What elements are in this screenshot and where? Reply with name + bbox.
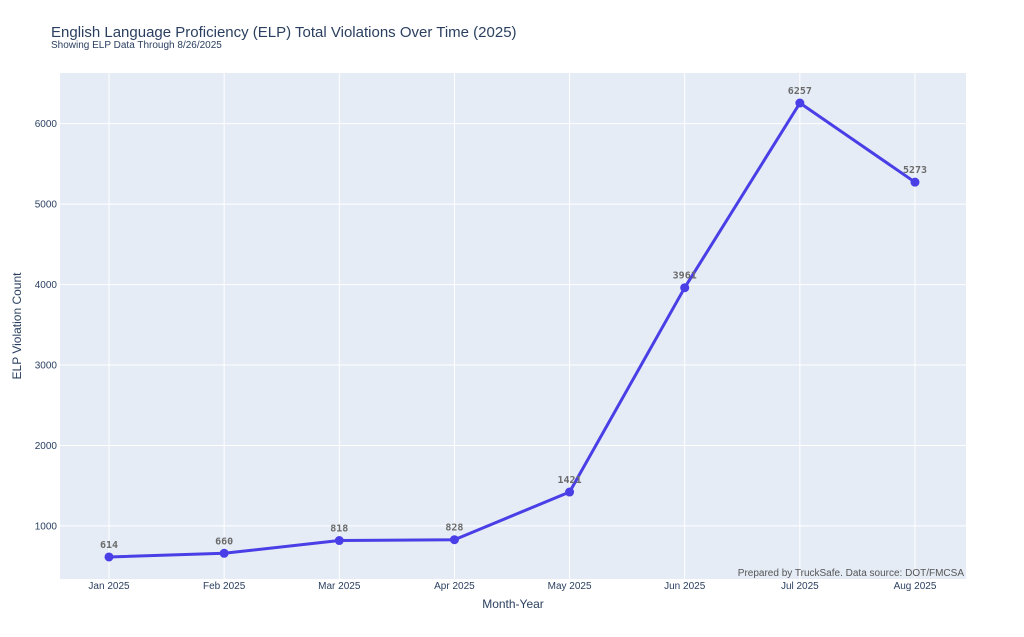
data-point	[910, 177, 920, 187]
chart-title: English Language Proficiency (ELP) Total…	[51, 24, 517, 41]
x-tick-label: Jul 2025	[781, 581, 819, 592]
data-label: 614	[100, 540, 118, 551]
y-tick-label: 3000	[35, 361, 58, 372]
data-label: 1421	[558, 475, 582, 486]
x-tick-label: Feb 2025	[203, 581, 246, 592]
x-tick-label: Apr 2025	[434, 581, 475, 592]
data-label: 3961	[673, 271, 697, 282]
data-point	[795, 98, 805, 108]
data-point	[565, 487, 575, 497]
x-axis-ticks: Jan 2025 Feb 2025 Mar 2025 Apr 2025 May 2025…	[88, 581, 936, 592]
data-labels: 614 660 818 828 1421 3961 6257 5273	[100, 86, 927, 551]
data-point	[334, 536, 344, 546]
data-points	[104, 98, 920, 562]
x-tick-label: Jun 2025	[664, 581, 706, 592]
data-label: 818	[330, 524, 348, 535]
data-point	[680, 283, 690, 293]
y-axis-title: ELP Violation Count	[10, 272, 24, 380]
y-axis-ticks: 1000 2000 3000 4000 5000 6000	[35, 119, 58, 532]
plot-area	[60, 73, 966, 579]
data-point	[219, 548, 229, 558]
series-line	[108, 101, 916, 559]
y-tick-label: 5000	[35, 200, 58, 211]
y-tick-label: 6000	[35, 119, 58, 130]
y-tick-label: 4000	[35, 280, 58, 291]
data-point	[449, 535, 459, 545]
x-tick-label: May 2025	[548, 581, 592, 592]
x-tick-label: Aug 2025	[894, 581, 937, 592]
data-point	[104, 552, 114, 562]
data-label: 5273	[903, 165, 927, 176]
x-tick-label: Jan 2025	[88, 581, 130, 592]
source-annotation: Prepared by TruckSafe. Data source: DOT/…	[738, 568, 965, 579]
x-axis-title: Month-Year	[482, 597, 544, 611]
data-label: 828	[445, 523, 463, 534]
data-label: 6257	[788, 86, 812, 97]
chart-subtitle: Showing ELP Data Through 8/26/2025	[51, 40, 222, 51]
data-label: 660	[215, 536, 233, 547]
x-tick-label: Mar 2025	[318, 581, 361, 592]
y-tick-label: 1000	[35, 521, 58, 532]
y-tick-label: 2000	[35, 441, 58, 452]
